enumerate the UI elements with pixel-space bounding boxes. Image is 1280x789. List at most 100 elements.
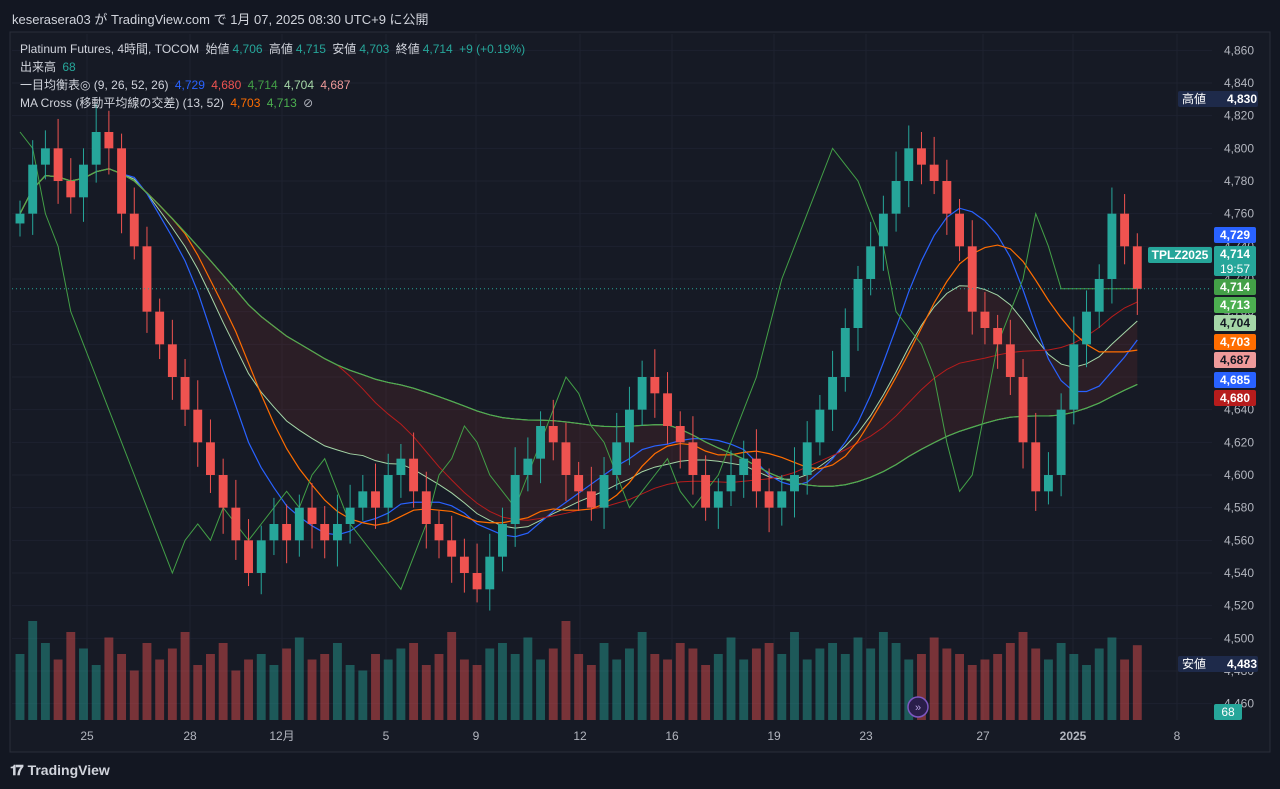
legend-low: 4,703 — [359, 42, 390, 56]
candle-body — [485, 556, 495, 590]
price-tick-label: 4,620 — [1224, 435, 1254, 449]
volume-bar — [1069, 654, 1079, 720]
volume-bar — [713, 654, 723, 720]
time-tick-label: 12月 — [269, 729, 294, 743]
high-marker — [1178, 91, 1258, 107]
volume-bar — [155, 659, 165, 720]
volume-bar — [28, 621, 38, 720]
volume-bar — [320, 654, 330, 720]
indicator-badge-text: 4,680 — [1220, 391, 1250, 405]
volume-bar — [853, 637, 863, 720]
legend-ichimoku: 一目均衡表◎ (9, 26, 52, 26) 4,729 4,680 4,714… — [20, 76, 353, 93]
high-caption: 高値 — [1182, 91, 1206, 106]
candle-body — [371, 491, 380, 508]
volume-bar — [917, 654, 926, 720]
volume-bar — [206, 654, 215, 720]
candle-body — [66, 181, 76, 198]
legend-symbol-name: Platinum Futures, 4時間, TOCOM — [20, 42, 200, 56]
candle-body — [155, 311, 165, 345]
volume-bar — [574, 654, 584, 720]
candle-body — [167, 344, 177, 377]
indicator-badge — [1214, 279, 1256, 295]
ma-slow-line — [19, 168, 1138, 487]
candle-body — [104, 132, 114, 149]
volume-badge — [1214, 704, 1242, 720]
candle-body — [1056, 409, 1066, 475]
indicator-badge-text: 4,685 — [1220, 373, 1250, 387]
price-tick-label: 4,580 — [1224, 501, 1254, 515]
candle-body — [1107, 213, 1117, 279]
candle-body — [1094, 279, 1104, 312]
legend-ichimoku-name: 一目均衡表◎ (9, 26, 52, 26) — [20, 78, 169, 92]
candle-body — [878, 213, 888, 247]
candle-body — [434, 524, 444, 541]
legend-hidden-icon[interactable]: ⊘ — [303, 96, 314, 110]
symbol-tag[interactable] — [1148, 247, 1212, 263]
candle-body — [828, 377, 838, 410]
volume-bar — [904, 659, 914, 720]
volume-bar — [967, 665, 977, 720]
candle-body — [599, 475, 609, 508]
indicator-badge — [1214, 227, 1256, 243]
volume-bar — [942, 648, 952, 720]
candle-body — [1018, 377, 1028, 443]
candle-body — [777, 491, 787, 508]
volume-bar — [790, 632, 799, 720]
volume-bar — [751, 648, 761, 720]
last-price-badge — [1214, 246, 1256, 276]
candle-body — [244, 540, 253, 573]
last-price-text: 4,714 — [1220, 247, 1250, 261]
price-tick-label: 4,540 — [1224, 566, 1254, 580]
volume-bar — [764, 643, 774, 720]
volume-bar — [79, 648, 88, 720]
volume-bar — [294, 637, 304, 720]
scroll-to-realtime-icon[interactable] — [907, 696, 929, 718]
volume-bar — [510, 654, 520, 720]
time-tick-label: 19 — [767, 729, 781, 743]
volume-bar — [1094, 648, 1104, 720]
volume-bar — [231, 670, 241, 720]
legend-symbol: Platinum Futures, 4時間, TOCOM 始値 4,706 高値 4… — [20, 40, 528, 57]
volume-bar — [1082, 665, 1091, 720]
candle-body — [282, 524, 292, 541]
candle-body — [574, 475, 584, 492]
candle-body — [536, 426, 546, 459]
time-tick-label: 23 — [859, 729, 873, 743]
volume-bar — [739, 659, 749, 720]
time-tick-label: 2025 — [1060, 729, 1087, 743]
legend-ichimoku-v5: 4,687 — [320, 78, 351, 92]
volume-bar — [1056, 643, 1066, 720]
candle-body — [955, 213, 964, 247]
candle-body — [751, 458, 761, 492]
legend-ichimoku-v4: 4,704 — [284, 78, 315, 92]
volume-bar — [612, 659, 622, 720]
indicator-badge-text: 4,687 — [1220, 353, 1250, 367]
time-tick-label: 8 — [1174, 729, 1181, 743]
volume-bar — [91, 665, 101, 720]
volume-bar — [117, 654, 127, 720]
candle-body — [193, 409, 203, 443]
legend-ma-cross: MA Cross (移動平均線の交差) (13, 52) 4,703 4,713… — [20, 94, 316, 111]
volume-bar — [282, 648, 292, 720]
legend-low-label: 安値 — [332, 42, 357, 56]
volume-bar — [993, 654, 1003, 720]
legend-change: +9 (+0.19%) — [459, 42, 526, 56]
indicator-badge-text: 4,703 — [1220, 335, 1250, 349]
candle-body — [561, 442, 571, 475]
legend-ichimoku-v2: 4,680 — [211, 78, 242, 92]
high-value: 4,830 — [1227, 92, 1257, 106]
candle-body — [815, 409, 825, 443]
indicator-badge — [1214, 352, 1256, 368]
candle-body — [548, 426, 558, 443]
candle-body — [929, 164, 939, 181]
volume-bar — [523, 637, 533, 720]
candle-body — [383, 475, 393, 508]
candle-body — [1031, 442, 1041, 492]
candle-body — [675, 426, 685, 443]
candle-body — [790, 475, 799, 492]
volume-bar — [891, 643, 901, 720]
volume-bar — [586, 665, 596, 720]
tradingview-logo[interactable]: 𝟏𝟕 TradingView — [10, 762, 110, 779]
price-tick-label: 4,840 — [1224, 76, 1254, 90]
